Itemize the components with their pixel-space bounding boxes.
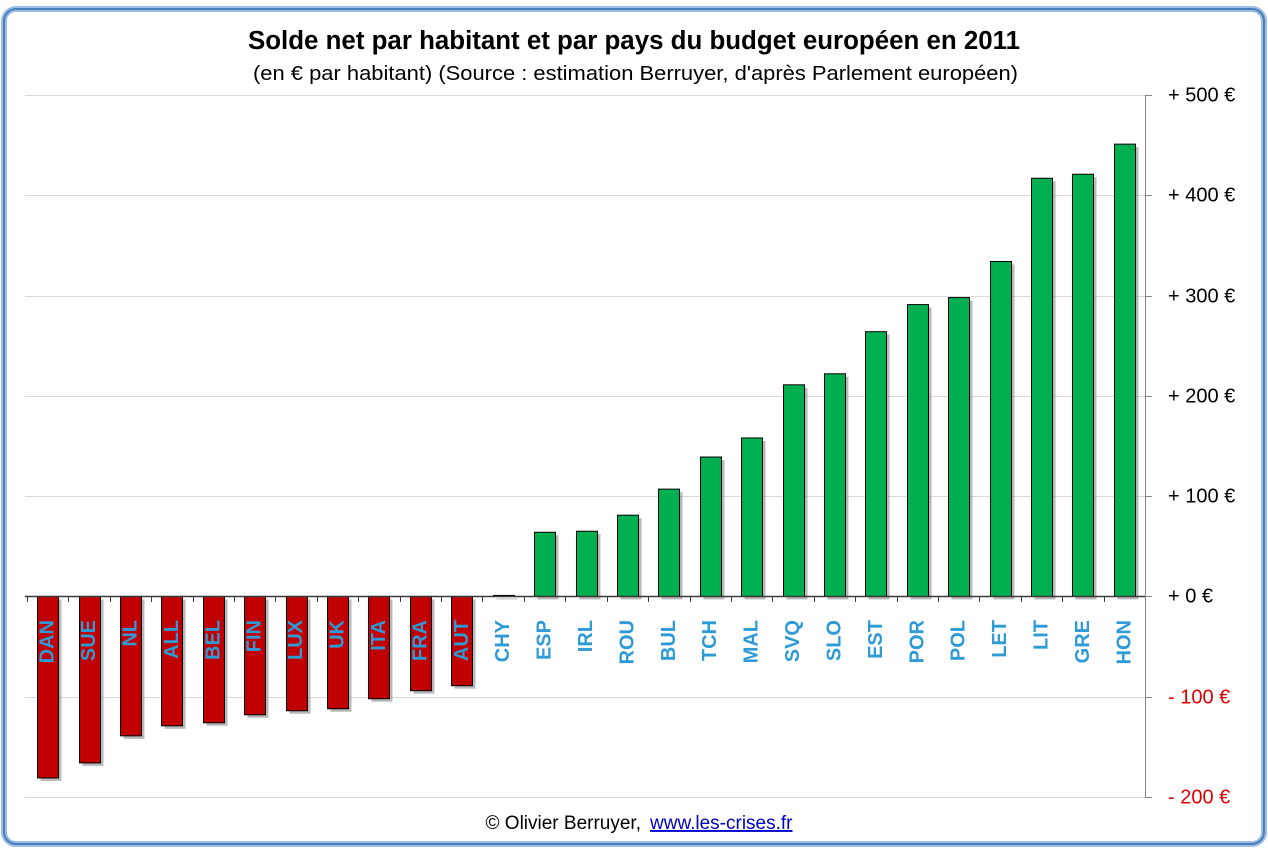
category-label-svq: SVQ: [782, 620, 804, 662]
bar-svq: [783, 384, 805, 597]
category-label-mal: MAL: [741, 620, 763, 663]
category-label-fra: FRA: [409, 620, 431, 661]
bar-uk: [327, 595, 349, 710]
y-tick-label: + 100 €: [1168, 486, 1235, 508]
y-tick-label: + 500 €: [1168, 85, 1235, 107]
category-label-aut: AUT: [451, 620, 473, 661]
category-label-chy: CHY: [492, 619, 514, 662]
bar-gre: [1072, 173, 1094, 597]
category-label-tch: TCH: [699, 620, 721, 661]
bar-bul: [658, 488, 680, 597]
bar-nl: [120, 595, 142, 737]
category-label-nl: NL: [120, 620, 142, 647]
gridlines: [25, 95, 1145, 798]
category-label-sue: SUE: [78, 620, 100, 661]
category-label-all: ALL: [161, 620, 183, 659]
footer: © Olivier Berruyer, www.les-crises.fr: [486, 813, 794, 834]
chart-frame: [1, 6, 1267, 847]
footer-credit: © Olivier Berruyer,: [486, 813, 641, 834]
bar-all: [161, 595, 183, 727]
bar-esp: [534, 531, 556, 597]
bar-irl: [576, 530, 598, 597]
category-label-gre: GRE: [1072, 620, 1094, 663]
category-axis: [25, 595, 1146, 602]
bar-pol: [948, 297, 970, 597]
bar-hon: [1114, 143, 1136, 597]
y-tick-label: + 300 €: [1168, 286, 1235, 308]
category-label-rou: ROU: [616, 620, 638, 664]
chart-title: Solde net par habitant et par pays du bu…: [248, 27, 1020, 55]
category-label-dan: DAN: [37, 620, 59, 663]
bar-shadow: [496, 598, 518, 600]
bar-lit: [1031, 177, 1053, 597]
footer-link[interactable]: www.les-crises.fr: [649, 813, 793, 834]
category-label-lux: LUX: [285, 619, 307, 660]
category-labels: DAN SUE NL ALL BEL FIN LUX UK ITA FRA AUT CHY ESP IRL…: [37, 619, 1136, 664]
category-label-irl: IRL: [575, 620, 597, 652]
category-label-est: EST: [865, 620, 887, 659]
bar-est: [865, 331, 887, 597]
category-label-bel: BEL: [202, 620, 224, 660]
category-label-ita: ITA: [368, 620, 390, 651]
bar-fin: [244, 595, 266, 716]
category-label-lit: LIT: [1030, 620, 1052, 650]
y-tick-label: + 400 €: [1168, 185, 1235, 207]
category-label-uk: UK: [327, 619, 349, 648]
y-tick-label: + 200 €: [1168, 386, 1235, 408]
category-label-let: LET: [989, 620, 1011, 658]
bar-por: [907, 304, 929, 597]
bars: [37, 143, 1139, 781]
category-label-slo: SLO: [823, 620, 845, 661]
chart-frame-inner: [3, 8, 1265, 845]
bar-tch: [700, 456, 722, 597]
chart-subtitle: (en € par habitant) (Source : estimation…: [253, 62, 1018, 85]
y-tick-label: - 100 €: [1168, 687, 1230, 709]
category-label-pol: POL: [948, 620, 970, 661]
bar-mal: [741, 437, 763, 597]
y-tick-label: + 0 €: [1168, 586, 1213, 608]
y-axis: + 500 € + 400 € + 300 € + 200 € + 100 € + 0 €…: [1145, 85, 1235, 809]
bar-rou: [617, 514, 639, 597]
bar-slo: [824, 373, 846, 597]
category-label-esp: ESP: [534, 620, 556, 660]
y-tick-label: - 200 €: [1168, 787, 1230, 809]
category-label-fin: FIN: [244, 620, 266, 652]
category-label-hon: HON: [1113, 620, 1135, 664]
bar-let: [990, 260, 1012, 597]
category-label-bul: BUL: [658, 620, 680, 661]
category-label-por: POR: [906, 619, 928, 663]
